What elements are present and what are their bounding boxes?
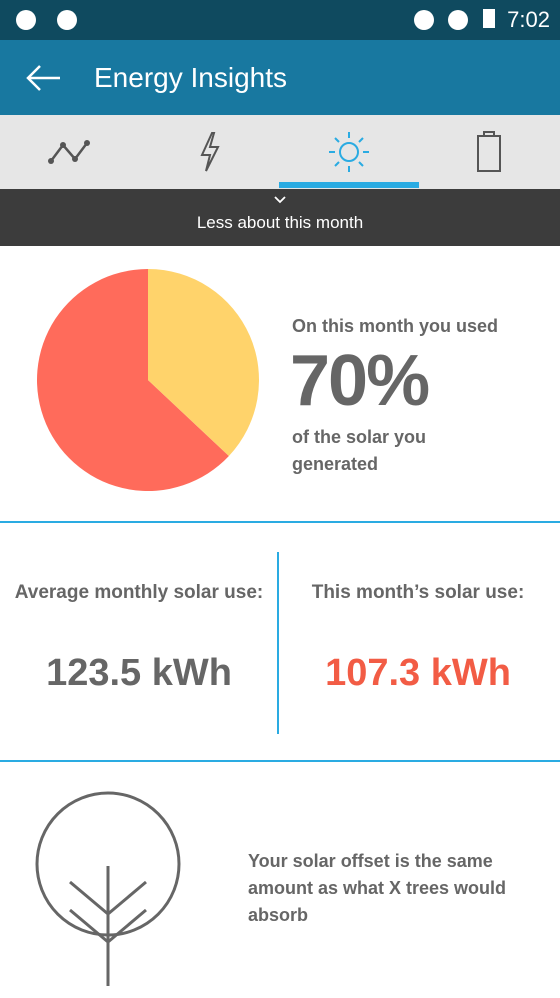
chevron-down-icon — [274, 196, 286, 204]
sun-icon — [329, 132, 369, 172]
wifi-dot-icon — [448, 10, 468, 30]
tree-icon — [35, 791, 181, 986]
solar-used-footer: of the solar you generated — [292, 427, 427, 474]
solar-offset-text: Your solar offset is the same amount as … — [248, 851, 507, 925]
tab-electricity[interactable] — [140, 115, 280, 189]
solar-use-pie-chart — [37, 269, 259, 491]
battery-status-icon — [483, 9, 495, 28]
lightning-bolt-icon — [200, 132, 220, 172]
pie-slice-0 — [37, 269, 229, 491]
battery-icon — [477, 131, 501, 172]
tab-bar — [0, 115, 560, 189]
status-bar: 7:02 — [0, 0, 560, 40]
this-month-solar-use-label: This month’s solar use: — [311, 582, 525, 603]
app-bar: Energy Insights — [0, 40, 560, 115]
solar-used-caption: On this month you used — [292, 316, 498, 336]
signal-dot-icon — [414, 10, 434, 30]
status-time: 7:02 — [507, 7, 550, 32]
solar-used-percent: 70% — [290, 341, 430, 421]
notification-dot-icon — [16, 10, 36, 30]
selected-tab-indicator — [279, 182, 419, 188]
this-month-solar-use-value: 107.3 kWh — [325, 652, 511, 694]
page-title: Energy Insights — [94, 62, 287, 93]
average-solar-use-label: Average monthly solar use: — [14, 582, 264, 603]
average-solar-use-value: 123.5 kWh — [46, 652, 232, 694]
section-divider — [0, 521, 560, 523]
tab-usage-chart[interactable] — [0, 115, 140, 189]
notification-dot-icon — [57, 10, 77, 30]
line-chart-icon — [48, 140, 90, 164]
tab-battery[interactable] — [419, 115, 559, 189]
pie-slice-1 — [148, 269, 259, 456]
tab-solar[interactable] — [279, 115, 419, 189]
stats-divider — [277, 552, 279, 734]
section-divider — [0, 760, 560, 762]
collapse-month-details-button[interactable]: Less about this month — [0, 189, 560, 246]
collapse-label: Less about this month — [196, 213, 364, 232]
arrow-left-icon[interactable] — [24, 60, 64, 96]
